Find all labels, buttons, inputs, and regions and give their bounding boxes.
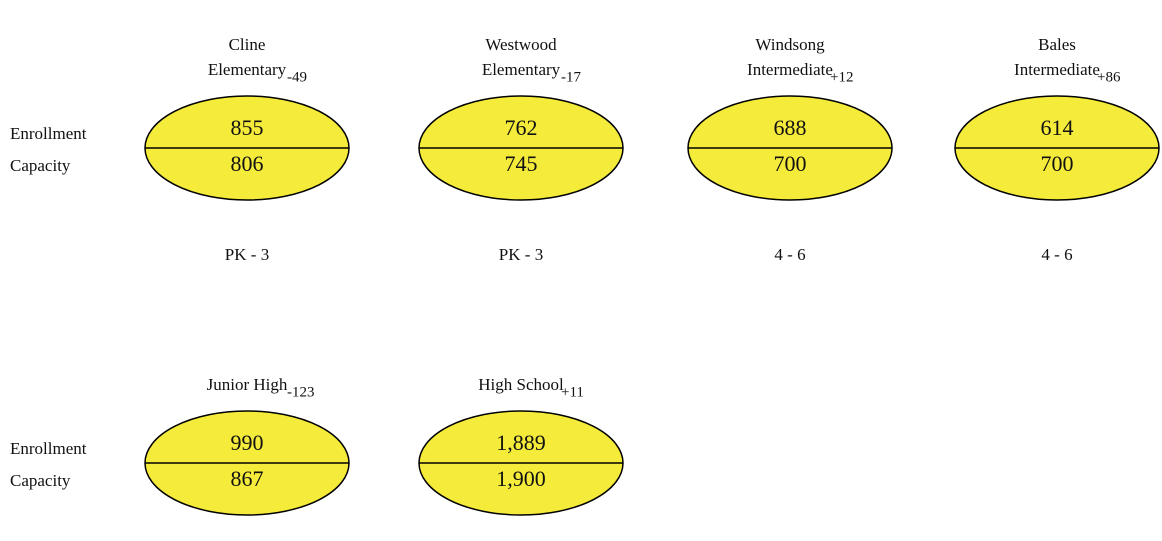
grades: 4 - 6: [774, 245, 805, 264]
difference: +11: [561, 384, 584, 400]
difference: +86: [1097, 69, 1121, 85]
school-name: Westwood: [485, 35, 557, 54]
row-label: Enrollment: [10, 124, 87, 143]
capacity: 1,900: [496, 466, 546, 491]
row-label: Capacity: [10, 471, 71, 490]
enrollment: 762: [505, 115, 538, 140]
difference: -123: [287, 384, 315, 400]
enrollment: 1,889: [496, 430, 546, 455]
enrollment: 990: [231, 430, 264, 455]
enrollment: 614: [1041, 115, 1074, 140]
row-label: Enrollment: [10, 439, 87, 458]
school-name: High School: [478, 375, 564, 394]
school-name: Cline: [229, 35, 266, 54]
row-label: Capacity: [10, 156, 71, 175]
capacity: 867: [231, 466, 264, 491]
difference: +12: [830, 69, 853, 85]
school-name: Intermediate: [1014, 60, 1100, 79]
difference: -49: [287, 69, 307, 85]
school-name: Bales: [1038, 35, 1076, 54]
school-name: Junior High: [207, 375, 288, 394]
capacity: 700: [774, 151, 807, 176]
difference: -17: [561, 69, 581, 85]
capacity: 806: [231, 151, 264, 176]
school-name: Elementary: [208, 60, 287, 79]
capacity: 700: [1041, 151, 1074, 176]
school-name: Elementary: [482, 60, 561, 79]
grades: PK - 3: [225, 245, 269, 264]
grades: 4 - 6: [1041, 245, 1072, 264]
capacity: 745: [505, 151, 538, 176]
school-name: Intermediate: [747, 60, 833, 79]
grades: PK - 3: [499, 245, 543, 264]
enrollment: 855: [231, 115, 264, 140]
school-name: Windsong: [755, 35, 825, 54]
enrollment: 688: [774, 115, 807, 140]
